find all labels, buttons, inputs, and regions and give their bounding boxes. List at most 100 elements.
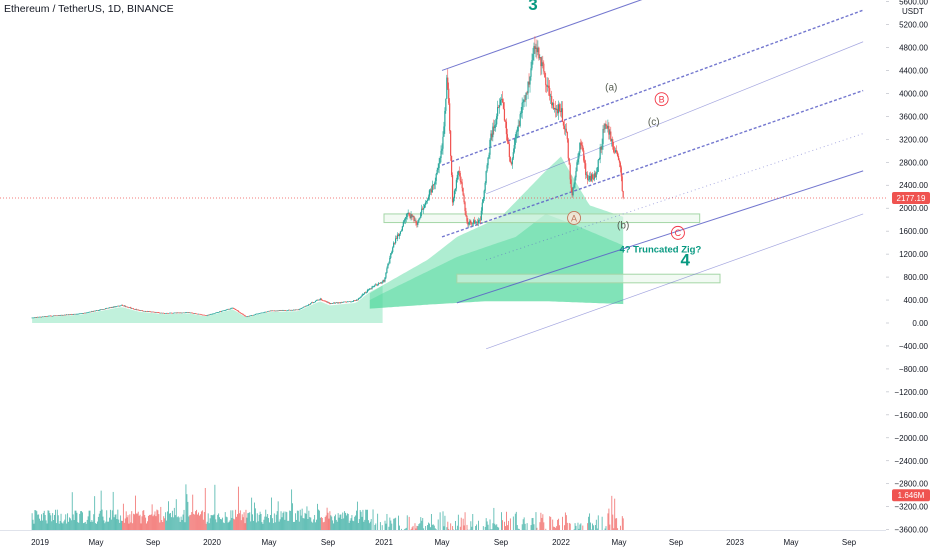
channel-line-4[interactable]	[485, 41, 864, 195]
candle-body	[353, 300, 355, 302]
candle-body	[211, 314, 213, 315]
circle-label-B[interactable]	[654, 92, 669, 107]
candle-body	[379, 282, 381, 284]
volume-bar	[203, 511, 205, 530]
candle-body	[61, 315, 63, 316]
candle-body	[107, 307, 110, 309]
volume-bar	[202, 519, 204, 530]
circle-label-C[interactable]	[670, 225, 685, 240]
volume-bar	[462, 518, 464, 530]
candle-body	[387, 264, 389, 269]
volume-bar	[61, 522, 63, 530]
candle-body	[536, 47, 538, 53]
volume-bar	[351, 515, 353, 530]
volume-bar	[489, 519, 491, 530]
candle-body	[514, 138, 516, 145]
volume-bar	[278, 521, 280, 530]
volume-bar	[495, 525, 497, 530]
candle-body	[434, 180, 436, 185]
volume-bar	[197, 514, 198, 530]
circle-label-A[interactable]	[567, 211, 581, 225]
annotation-text[interactable]: 4? Truncated Zig?	[619, 244, 701, 255]
candle-body	[349, 301, 351, 302]
volume-bar	[330, 515, 332, 530]
volume-bar	[332, 520, 334, 530]
volume-bar	[266, 516, 268, 530]
volume-bar	[365, 509, 367, 530]
candle-body	[234, 308, 237, 310]
time-axis[interactable]: 2019 May Sep 2020 May Sep 2021 May Sep 2022 May Sep…	[0, 530, 886, 548]
volume-bar	[370, 519, 372, 530]
candle-body	[235, 309, 238, 311]
channel-line-7[interactable]	[486, 213, 864, 350]
candle-body	[429, 189, 431, 191]
volume-bar	[587, 523, 589, 530]
y-tick-label: −400.00	[899, 342, 929, 351]
candle-body	[549, 88, 551, 97]
subwave-label[interactable]: (a)	[605, 83, 617, 94]
channel-line-1[interactable]	[441, 0, 863, 71]
candle-body	[375, 284, 377, 286]
channel-line-2[interactable]	[441, 9, 864, 166]
volume-bar	[99, 510, 101, 530]
candle-body	[316, 299, 319, 301]
volume-bar	[608, 508, 610, 530]
volume-bar	[607, 532, 608, 546]
volume-bar	[252, 514, 254, 530]
support-zone-1[interactable]	[383, 213, 701, 224]
candle-body	[597, 160, 599, 172]
candle-body	[294, 309, 296, 311]
candle-body	[120, 304, 123, 306]
candle-body	[342, 302, 344, 303]
volume-bar	[316, 519, 317, 530]
candle-body	[548, 85, 550, 89]
volume-bar	[366, 509, 368, 530]
volume-bar	[42, 512, 44, 530]
candle-body	[81, 313, 84, 314]
candle-body	[369, 288, 371, 290]
candle-body	[456, 174, 458, 180]
candle-body	[105, 308, 107, 309]
candle-body	[376, 284, 379, 286]
volume-bar	[512, 516, 514, 530]
volume-bar	[356, 510, 357, 530]
volume-bar	[350, 518, 352, 530]
volume-bar	[448, 528, 450, 530]
candle-body	[277, 310, 279, 312]
channel-line-6[interactable]	[456, 170, 864, 304]
plot-area: 3 4 (a) (b) (c) B C A 4? Truncated Zig?	[0, 0, 886, 547]
subwave-label[interactable]: (c)	[648, 117, 660, 128]
volume-bar	[145, 517, 147, 530]
channel-line-3[interactable]	[441, 89, 864, 238]
volume-bar	[31, 513, 33, 530]
volume-bar	[200, 511, 202, 530]
candle-body	[455, 179, 457, 189]
candle-body	[94, 310, 97, 312]
support-zone-2[interactable]	[456, 273, 721, 284]
candle-body	[451, 175, 454, 203]
volume-bar	[176, 517, 178, 530]
volume-bar	[613, 528, 615, 530]
volume-bar	[386, 513, 388, 530]
price-axis[interactable]: 6000.005600.005200.004800.004400.004000.…	[886, 0, 929, 535]
volume-bar	[393, 518, 395, 530]
wave-label[interactable]: 3	[528, 0, 537, 14]
subwave-label[interactable]: (b)	[617, 220, 629, 231]
volume-bar	[481, 536, 482, 547]
wave-label[interactable]: 4	[680, 251, 690, 270]
candle-body	[183, 312, 185, 314]
candle-body	[618, 160, 621, 163]
candle-body	[616, 152, 619, 156]
candle-body	[63, 314, 65, 316]
candle-body	[323, 300, 325, 302]
volume-bar	[482, 526, 484, 530]
volume-bar	[297, 510, 299, 530]
y-tick-label: −1200.00	[894, 388, 928, 397]
candle-body	[419, 217, 421, 220]
candle-body	[263, 312, 265, 314]
candle-body	[541, 62, 543, 67]
candle-body	[252, 314, 255, 316]
volume-bar	[191, 512, 193, 530]
